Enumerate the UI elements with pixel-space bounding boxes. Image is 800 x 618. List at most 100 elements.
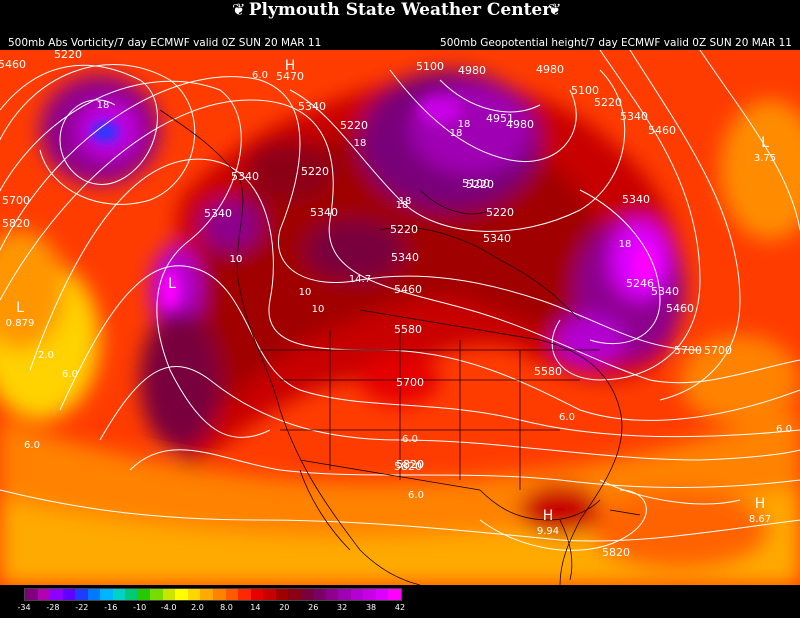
height-label: 5460: [648, 124, 676, 137]
height-label: 4980: [536, 63, 564, 76]
colorbar-swatch: [363, 589, 376, 600]
vorticity-label: 6.0: [402, 434, 418, 445]
vorticity-label: 18: [354, 138, 367, 149]
colorbar-swatch: [375, 589, 389, 600]
vorticity-label: 6.0: [776, 424, 792, 435]
height-label: 5220: [486, 206, 514, 219]
colorbar-swatch: [238, 589, 251, 600]
colorbar-swatch: [300, 589, 314, 600]
vorticity-label: 6.0: [252, 70, 268, 81]
height-label: 5340: [391, 251, 419, 264]
height-label: 5460: [0, 58, 26, 71]
height-label: 4980: [506, 118, 534, 131]
height-label: 4980: [458, 64, 486, 77]
colorbar-swatch: [350, 589, 364, 600]
high-center-symbol: H: [755, 496, 766, 512]
colorbar-swatch: [137, 589, 151, 600]
height-contours: [0, 50, 800, 551]
vorticity-label: 10: [299, 287, 312, 298]
colorbar-swatch: [338, 589, 351, 600]
height-label: 5460: [666, 302, 694, 315]
vorticity-peaks: [91, 96, 657, 310]
colorbar-swatch: [125, 589, 138, 600]
height-label: 5100: [416, 60, 444, 73]
height-label: 5580: [534, 365, 562, 378]
colorbar-swatch: [162, 589, 176, 600]
height-label: 5820: [394, 460, 422, 473]
height-label: 5220: [54, 50, 82, 61]
height-label: 5820: [396, 458, 424, 471]
colorbar-swatch: [175, 589, 188, 600]
colorbar-swatch: [263, 589, 276, 600]
colorbar-tick-label: -16: [104, 603, 118, 612]
height-label: 5340: [483, 232, 511, 245]
colorbar-swatch: [250, 589, 264, 600]
plymouth-state-logo-left: ❦: [232, 0, 246, 19]
vorticity-label: 10: [230, 254, 243, 265]
colorbar-ticks: -34 -28 -22 -16 -10 -4.0 2.0 8.0 14 20 26 32 38 42: [0, 603, 800, 615]
colorbar-swatch: [313, 589, 326, 600]
low-center-value: 3.75: [754, 153, 776, 164]
vorticity-label: 18: [450, 128, 463, 139]
height-label: 5220: [390, 223, 418, 236]
site-title: Plymouth State Weather Center: [248, 0, 552, 20]
height-label: 5820: [2, 217, 30, 230]
height-label: 5220: [301, 165, 329, 178]
height-label: 5820: [602, 546, 630, 559]
pressure-centers: L 0.879 L 3.75 L H 8.67 H 9.94 H: [6, 58, 776, 537]
colorbar-swatch: [187, 589, 201, 600]
colorbar-swatch: [388, 589, 401, 600]
colorbar-tick-label: 20: [279, 603, 290, 612]
colorbar-tick-label: 8.0: [220, 603, 233, 612]
low-center-value: 0.879: [6, 318, 35, 329]
height-label: 5460: [394, 283, 422, 296]
height-label: 5340: [310, 206, 338, 219]
vorticity-label: 6.0: [559, 412, 575, 423]
low-center-symbol: L: [168, 276, 176, 292]
vorticity-label: 18: [97, 100, 110, 111]
height-label: 4951: [486, 112, 514, 125]
height-description: 500mb Geopotential height/7 day ECMWF va…: [440, 37, 792, 49]
height-label: 5580: [394, 323, 422, 336]
colorbar-tick-label: -10: [133, 603, 147, 612]
vorticity-label: 6.0: [62, 369, 78, 380]
colorbar-swatch: [150, 589, 163, 600]
vorticity-label: 18: [619, 239, 632, 250]
high-center-value: 9.94: [537, 526, 559, 537]
vorticity-label: 14.7: [349, 274, 371, 285]
height-label: 5340: [622, 193, 650, 206]
height-label: 5220: [466, 178, 494, 191]
height-label: 5470: [276, 70, 304, 83]
colorbar-tick-label: -4.0: [160, 603, 177, 612]
colorbar-swatch: [62, 589, 76, 600]
height-label: 5340: [204, 207, 232, 220]
vorticity-label: 18: [396, 200, 409, 211]
height-label: 5220: [340, 119, 368, 132]
colorbar-swatch: [288, 589, 301, 600]
colorbar-tick-label: -34: [17, 603, 31, 612]
colorbar-swatch: [100, 589, 113, 600]
colorbar-swatch: [325, 589, 339, 600]
colorbar-tick-label: -28: [46, 603, 60, 612]
colorbar-swatch: [87, 589, 101, 600]
height-label: 5340: [298, 100, 326, 113]
vorticity-label: 18: [458, 119, 471, 130]
colorbar-swatch: [25, 589, 38, 600]
height-label: 5246: [626, 277, 654, 290]
colorbar-tick-label: 14: [250, 603, 261, 612]
vorticity-description: 500mb Abs Vorticity/7 day ECMWF valid 0Z…: [8, 37, 322, 49]
colorbar-swatch: [200, 589, 213, 600]
colorbar-tick-label: 32: [337, 603, 348, 612]
geographic-boundaries: [159, 109, 641, 585]
vorticity-label: 2.0: [38, 350, 54, 361]
height-label: 5100: [571, 84, 599, 97]
height-label: 5100: [462, 177, 490, 190]
weather-map: 5460 5220 5470 5340 5220 5100 4980 4980 4951 4980…: [0, 50, 800, 585]
height-label: 5820: [396, 458, 424, 471]
height-label: 5340: [651, 285, 679, 298]
colorbar-swatch: [75, 589, 88, 600]
vorticity-labels: 186.010101818181014.710182.06.06.06.06.0…: [24, 70, 792, 501]
height-label: 5340: [231, 170, 259, 183]
